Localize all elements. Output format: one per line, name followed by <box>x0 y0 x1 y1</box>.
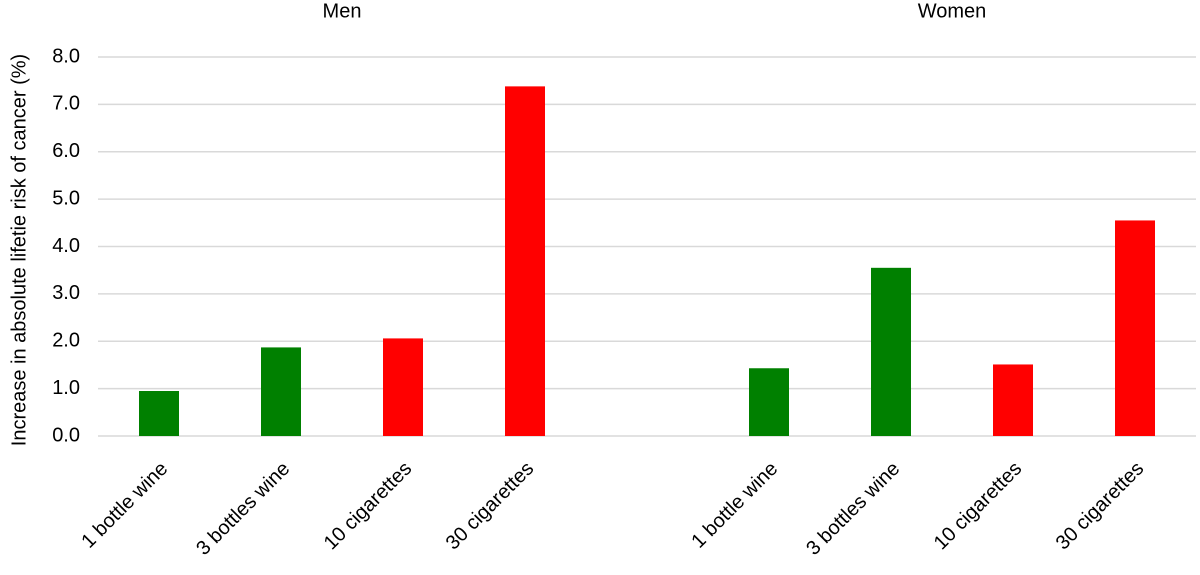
bar <box>749 368 789 436</box>
group-label: Women <box>918 0 987 22</box>
x-tick-label: 1 bottle wine <box>687 458 782 553</box>
y-tick-label: 4.0 <box>52 235 80 257</box>
y-tick-label: 8.0 <box>52 45 80 67</box>
x-tick-label: 3 bottles wine <box>802 458 904 560</box>
bar <box>383 338 423 436</box>
bar <box>1115 220 1155 436</box>
x-tick-label: 1 bottle wine <box>77 458 172 553</box>
y-tick-label: 6.0 <box>52 140 80 162</box>
x-tick-label: 30 cigarettes <box>1052 458 1149 555</box>
bar <box>505 86 545 436</box>
x-tick-label: 10 cigarettes <box>320 458 417 555</box>
bar <box>993 364 1033 436</box>
bar <box>871 267 911 436</box>
x-tick-label: 3 bottles wine <box>192 458 294 560</box>
x-tick-label: 30 cigarettes <box>442 458 539 555</box>
y-tick-label: 1.0 <box>52 377 80 399</box>
y-axis-label: Increase in absolute lifetie risk of can… <box>8 54 30 446</box>
y-tick-label: 0.0 <box>52 424 80 446</box>
y-tick-label: 5.0 <box>52 187 80 209</box>
x-tick-label: 10 cigarettes <box>930 458 1027 555</box>
bar <box>261 347 301 436</box>
group-label: Men <box>323 0 362 22</box>
y-tick-label: 3.0 <box>52 282 80 304</box>
y-tick-label: 7.0 <box>52 93 80 115</box>
y-tick-label: 2.0 <box>52 330 80 352</box>
bar <box>139 390 179 436</box>
